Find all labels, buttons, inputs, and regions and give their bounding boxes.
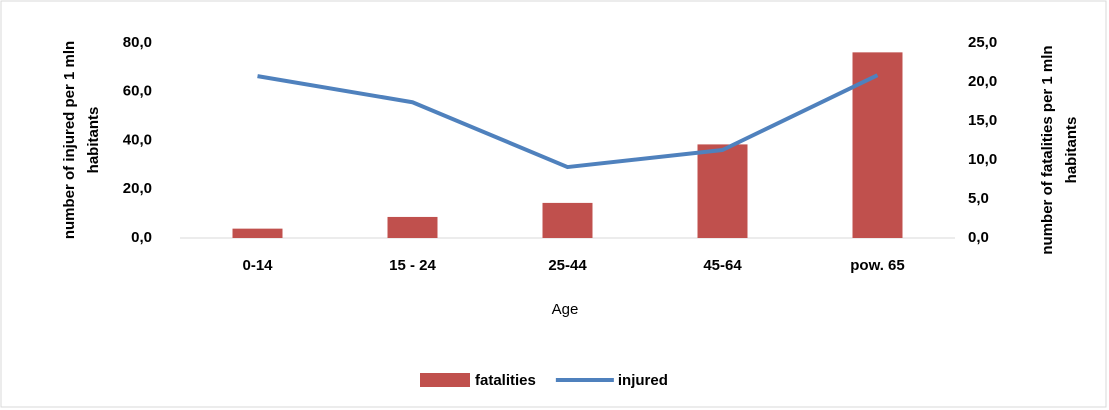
bar xyxy=(232,228,283,238)
y-axis-title: habitants xyxy=(85,107,102,174)
x-tick-label: 45-64 xyxy=(703,257,742,274)
legend-label: fatalities xyxy=(475,372,536,389)
y2-tick-label: 15,0 xyxy=(968,112,997,129)
y2-axis-title: habitants xyxy=(1063,117,1080,184)
y2-tick-label: 10,0 xyxy=(968,151,997,168)
legend-label: injured xyxy=(618,372,668,389)
bar xyxy=(387,216,438,238)
y-tick-label: 0,0 xyxy=(131,229,152,246)
y-tick-label: 40,0 xyxy=(123,131,152,148)
y-tick-label: 80,0 xyxy=(123,34,152,51)
y-tick-label: 20,0 xyxy=(123,180,152,197)
y2-tick-label: 25,0 xyxy=(968,34,997,51)
legend-swatch xyxy=(420,373,470,387)
bar xyxy=(852,52,903,238)
x-tick-label: 0-14 xyxy=(242,257,273,274)
x-tick-label: 25-44 xyxy=(548,257,587,274)
x-tick-label: 15 - 24 xyxy=(389,257,436,274)
y-tick-label: 60,0 xyxy=(123,83,152,100)
x-axis-title: Age xyxy=(552,301,579,318)
y2-tick-label: 20,0 xyxy=(968,73,997,90)
bar xyxy=(697,144,748,238)
y2-tick-label: 0,0 xyxy=(968,229,989,246)
line xyxy=(257,73,879,170)
y-axis-title: number of injured per 1 mln xyxy=(61,41,78,239)
bar xyxy=(542,202,593,238)
y2-axis-title: number of fatalities per 1 mln xyxy=(1039,45,1056,254)
x-tick-label: pow. 65 xyxy=(850,257,904,274)
y2-tick-label: 5,0 xyxy=(968,190,989,207)
